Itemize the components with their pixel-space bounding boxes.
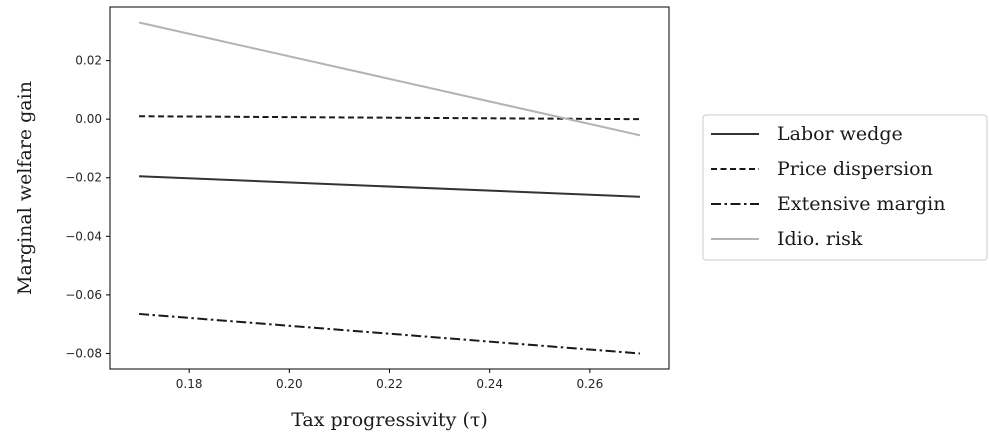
x-tick-label: 0.18 xyxy=(176,377,203,391)
y-tick-label: 0.02 xyxy=(75,54,102,68)
x-axis: 0.18 0.20 0.22 0.24 0.26 xyxy=(176,369,603,391)
y-tick-label: −0.02 xyxy=(65,171,102,185)
x-tick-label: 0.20 xyxy=(276,377,303,391)
x-tick-label: 0.26 xyxy=(576,377,603,391)
y-axis: 0.02 0.00 −0.02 −0.04 −0.06 −0.08 xyxy=(65,54,110,360)
series-line-extensive-margin xyxy=(138,312,641,355)
series-line-labor-wedge xyxy=(139,175,640,198)
plot-area xyxy=(110,7,669,369)
legend-label-labor-wedge: Labor wedge xyxy=(777,123,903,145)
x-tick-label: 0.24 xyxy=(476,377,503,391)
y-tick-label: 0.00 xyxy=(75,112,102,126)
series-line-price-dispersion xyxy=(139,115,640,121)
legend-label-price-dispersion: Price dispersion xyxy=(777,158,933,180)
legend-box xyxy=(702,114,988,261)
legend: Labor wedge Price dispersion Extensive mar… xyxy=(702,114,988,261)
y-tick-label: −0.06 xyxy=(65,288,102,302)
x-tick-label: 0.22 xyxy=(376,377,403,391)
y-tick-label: −0.08 xyxy=(65,346,102,360)
y-tick-label: −0.04 xyxy=(65,229,102,243)
legend-label-idio-risk: Idio. risk xyxy=(777,228,863,250)
series-line-idio-risk xyxy=(138,21,641,137)
x-axis-title: Tax progressivity (τ) xyxy=(291,409,488,431)
legend-label-extensive-margin: Extensive margin xyxy=(777,193,945,215)
series-layer xyxy=(138,21,641,355)
y-axis-title: Marginal welfare gain xyxy=(14,81,36,295)
